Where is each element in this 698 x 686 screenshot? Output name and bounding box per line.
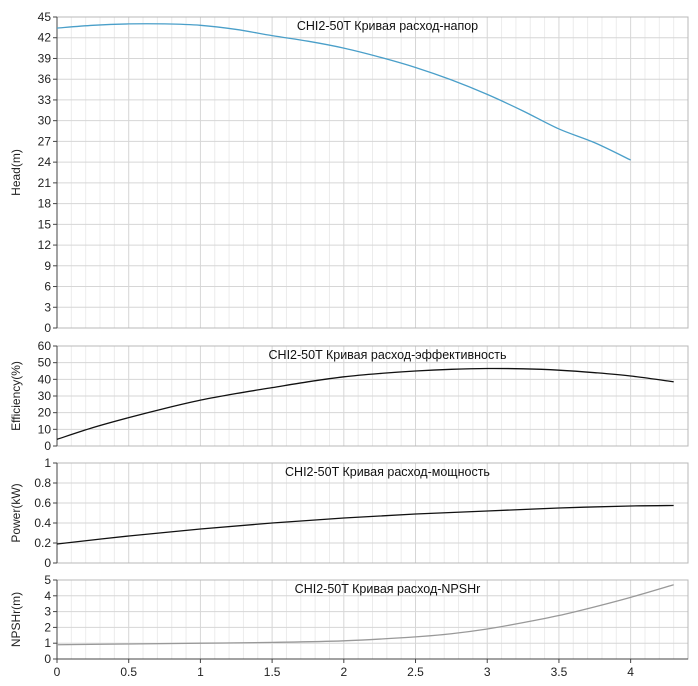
y-tick-label: 4 — [44, 589, 51, 603]
series-line-power — [56, 504, 674, 545]
y-tick-label: 27 — [38, 134, 52, 148]
y-tick-label: 6 — [44, 280, 51, 294]
x-tick-label: 2 — [340, 665, 347, 679]
y-tick-label: 0.4 — [34, 516, 51, 530]
series-line-efficiency — [56, 367, 674, 440]
chart-title: CHI2-50T Кривая расход-мощность — [285, 465, 490, 479]
y-tick-label: 0 — [44, 652, 51, 666]
y-tick-label: 39 — [38, 51, 52, 65]
y-tick-label: 30 — [38, 114, 52, 128]
y-tick-label: 40 — [38, 372, 52, 386]
y-tick-label: 50 — [38, 356, 52, 370]
y-axis-label: Power(kW) — [9, 483, 23, 542]
y-tick-label: 0 — [44, 556, 51, 570]
y-axis-label: NPSHr(m) — [9, 592, 23, 647]
series-line-head — [56, 23, 631, 161]
y-tick-label: 15 — [38, 217, 52, 231]
x-tick-label: 0.5 — [120, 665, 137, 679]
chart-title: CHI2-50T Кривая расход-NPSHr — [295, 582, 481, 596]
y-tick-label: 0 — [44, 439, 51, 453]
y-tick-label: 33 — [38, 93, 52, 107]
y-tick-label: 9 — [44, 259, 51, 273]
x-tick-label: 2.5 — [407, 665, 424, 679]
y-axis-label: Efficiency(%) — [9, 361, 23, 431]
y-tick-label: 0.6 — [34, 496, 51, 510]
y-tick-label: 21 — [38, 176, 52, 190]
chart-panel-power: 0 0.2 0.4 0.6 0.8 1 Power(kW) CHI2-50T Кривая р… — [9, 456, 689, 570]
y-tick-label: 45 — [38, 10, 52, 24]
y-tick-label: 36 — [38, 72, 52, 86]
y-tick-label: 10 — [38, 422, 52, 436]
y-tick-label: 1 — [44, 456, 51, 470]
y-tick-label: 18 — [38, 197, 52, 211]
x-tick-label: 0 — [54, 665, 61, 679]
y-tick-label: 42 — [38, 31, 52, 45]
chart-panel-efficiency: 0 10 20 30 40 50 60 Efficiency(%) CHI2-50T Крива… — [9, 339, 689, 453]
y-tick-label: 0 — [44, 321, 51, 335]
chart-title: CHI2-50T Кривая расход-эффективность — [269, 348, 507, 362]
x-tick-label: 3 — [484, 665, 491, 679]
y-tick-label: 3 — [44, 300, 51, 314]
y-tick-label: 24 — [38, 155, 52, 169]
y-tick-label: 0.8 — [34, 476, 51, 490]
y-tick-label: 60 — [38, 339, 52, 353]
y-tick-label: 5 — [44, 573, 51, 587]
series-line-npshr — [56, 584, 674, 646]
y-tick-label: 12 — [38, 238, 52, 252]
y-tick-label: 30 — [38, 389, 52, 403]
x-tick-label: 3.5 — [551, 665, 568, 679]
x-tick-label: 1 — [197, 665, 204, 679]
x-tick-label: 4 — [627, 665, 634, 679]
y-tick-label: 2 — [44, 620, 51, 634]
y-tick-label: 0.2 — [34, 536, 51, 550]
y-tick-label: 3 — [44, 605, 51, 619]
y-tick-label: 20 — [38, 406, 52, 420]
chart-panel-head: 0369121518212427303336394245Head(m)CHI2-… — [9, 10, 689, 335]
x-tick-label: 1.5 — [264, 665, 281, 679]
y-axis-label: Head(m) — [9, 149, 23, 196]
chart-title: CHI2-50T Кривая расход-напор — [297, 19, 478, 33]
y-tick-label: 1 — [44, 636, 51, 650]
